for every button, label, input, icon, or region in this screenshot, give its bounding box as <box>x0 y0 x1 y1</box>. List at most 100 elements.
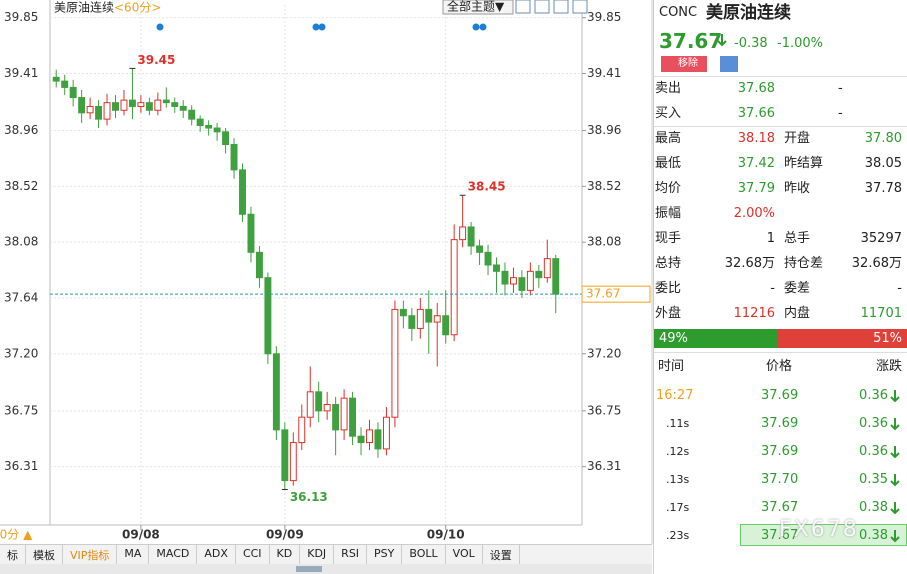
toolbar-button[interactable]: KD <box>270 545 301 564</box>
trade-price: 37.67 <box>761 500 799 515</box>
trade-price: 37.69 <box>761 444 799 459</box>
toolbar-button[interactable]: 模板 <box>26 545 63 564</box>
event-dot <box>479 23 487 31</box>
watermark: FX678 <box>779 517 859 542</box>
candle-body <box>366 429 373 444</box>
toolbar-button[interactable]: PSY <box>367 545 403 564</box>
y-tick-label-right: 36.31 <box>587 459 621 473</box>
change-pct: -1.00% <box>777 36 823 51</box>
candle-body <box>408 315 416 329</box>
candle-body <box>399 308 407 317</box>
y-tick-label-right: 38.08 <box>587 235 621 249</box>
buy-ratio-bar <box>654 329 779 348</box>
candle-body <box>213 127 221 133</box>
stat-value: 32.68万 <box>851 256 902 271</box>
event-dot <box>472 23 480 31</box>
down-arrow <box>890 446 900 459</box>
candle-body <box>145 102 153 111</box>
x-tick-label: 09/08 <box>122 528 160 542</box>
y-tick-label: 37.20 <box>4 346 38 360</box>
candle-body <box>112 102 119 111</box>
candle-body <box>501 270 509 285</box>
toolbar-button[interactable]: ADX <box>197 545 236 564</box>
y-tick-label-right: 37.20 <box>587 346 621 360</box>
stat-value: 38.18 <box>737 131 775 146</box>
toolbar-button[interactable]: RSI <box>334 545 368 564</box>
down-arrow <box>890 530 900 543</box>
trade-change: 0.36 <box>859 388 888 403</box>
toolbar-button[interactable]: MA <box>117 545 150 564</box>
candle-body <box>340 397 348 431</box>
candle-body <box>357 435 365 444</box>
trade-time: .17s <box>666 501 690 514</box>
book-label: 买入 <box>655 106 682 121</box>
stat-value: 35297 <box>860 231 902 246</box>
y-tick-label-right: 39.41 <box>587 66 621 80</box>
chart-title: 美原油连续 <box>54 0 114 15</box>
y-tick-label: 36.31 <box>4 459 38 473</box>
y-tick-label: 39.85 <box>4 10 38 24</box>
event-dot <box>318 23 326 31</box>
candle-body <box>103 102 111 120</box>
last-price-label: 37.67 <box>586 287 620 301</box>
candle-body <box>196 118 204 126</box>
extreme-label: 38.45 <box>468 180 506 194</box>
candle-body <box>120 99 128 111</box>
candle-body <box>391 308 399 418</box>
candle-body <box>484 251 492 266</box>
candle-body <box>86 105 94 114</box>
theme-button-box[interactable] <box>442 0 514 15</box>
stat-value: 37.42 <box>737 156 775 171</box>
stat-label: 振幅 <box>655 206 682 221</box>
candle-body <box>323 404 331 412</box>
trade-time: .11s <box>666 417 690 430</box>
toolbar-button[interactable]: 标 <box>0 545 26 564</box>
quote-panel: CONC 美原油连续 37.67 -0.38 -1.00% 移除 卖出 37.68- 买入 37.… <box>653 0 907 574</box>
book-volume: - <box>838 81 843 96</box>
candle-body <box>526 270 534 291</box>
stat-label: 委比 <box>655 281 682 296</box>
remove-button[interactable]: 移除 <box>661 56 707 72</box>
stat-label: 开盘 <box>784 131 811 146</box>
y-tick-label-right: 38.52 <box>587 179 621 193</box>
down-arrow <box>890 390 900 403</box>
candle-body <box>205 124 213 129</box>
candle-body <box>281 429 289 482</box>
toolbar-button[interactable]: VIP指标 <box>63 545 118 564</box>
toolbar-button[interactable]: MACD <box>149 545 198 564</box>
sell-ratio-bar <box>778 329 907 348</box>
toolbar-button[interactable]: KDJ <box>300 545 335 564</box>
scroll-thumb[interactable] <box>296 566 322 572</box>
trade-price: 37.69 <box>761 416 799 431</box>
candle-body <box>509 277 517 285</box>
trade-change: 0.36 <box>859 444 888 459</box>
candle-body <box>433 315 441 323</box>
down-arrow <box>890 474 900 487</box>
toolbar-button[interactable]: CCI <box>236 545 270 564</box>
candle-body <box>493 264 500 272</box>
toolbar-button[interactable]: VOL <box>446 545 483 564</box>
trade-change: 0.38 <box>859 528 888 543</box>
toolbar-button[interactable]: 设置 <box>483 545 520 564</box>
candle-body <box>52 76 60 82</box>
price: 37.67 <box>659 29 723 53</box>
symbol-code: CONC <box>659 5 698 20</box>
stat-value: 1 <box>766 231 775 246</box>
event-dot <box>312 23 320 31</box>
symbol-name: 美原油连续 <box>706 3 791 23</box>
stat-label: 内盘 <box>784 306 811 321</box>
stat-value: 37.79 <box>737 181 775 196</box>
candle-body <box>552 258 560 295</box>
trade-price: 37.67 <box>761 528 799 543</box>
down-arrow <box>890 418 900 431</box>
candle-body <box>306 391 314 418</box>
stat-label: 昨结算 <box>784 156 824 171</box>
toolbar-button[interactable]: BOLL <box>402 545 446 564</box>
candle-body <box>95 105 103 120</box>
candle-body <box>171 102 179 107</box>
trade-time: .12s <box>666 445 690 458</box>
alert-button[interactable] <box>720 56 738 72</box>
stat-value: 37.78 <box>864 181 902 196</box>
stat-label: 总持 <box>655 256 682 271</box>
